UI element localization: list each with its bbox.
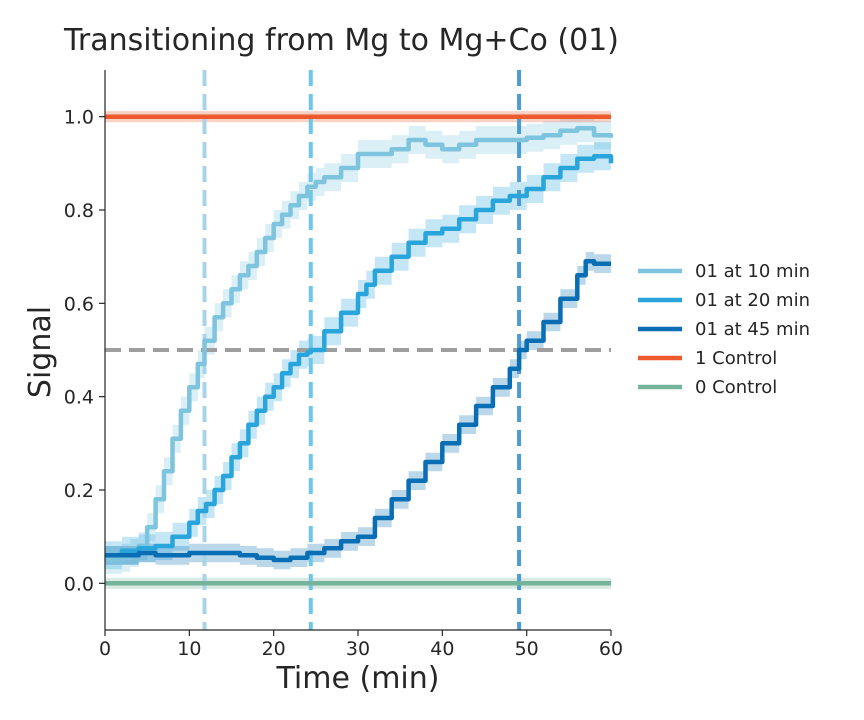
series-line-2	[105, 154, 614, 558]
x-tick-label: 0	[99, 638, 111, 660]
legend: 01 at 10 min 01 at 20 min 01 at 45 min 1 Co…	[638, 261, 810, 398]
x-tick-label: 40	[430, 638, 454, 660]
x-tick-label: 50	[515, 638, 539, 660]
x-tick-label: 30	[346, 638, 370, 660]
x-tick-label: 60	[599, 638, 623, 660]
band-series-2	[105, 142, 611, 570]
y-tick-label: 1.0	[64, 107, 94, 129]
y-tick-label: 0.8	[64, 200, 94, 222]
x-axis-label: Time (min)	[276, 661, 440, 696]
series-lines	[105, 114, 614, 586]
y-tick-label: 0.4	[64, 387, 94, 409]
legend-label-3: 01 at 45 min	[695, 319, 810, 340]
y-tick-label: 0.0	[64, 573, 94, 595]
y-tick-label: 0.2	[64, 480, 94, 502]
legend-label-5: 0 Control	[695, 377, 777, 398]
series-line-3	[105, 259, 611, 563]
y-ticks: 0.0 0.2 0.4 0.6 0.8 1.0	[64, 107, 105, 595]
chart-title: Transitioning from Mg to Mg+Co (01)	[63, 23, 619, 58]
legend-label-2: 01 at 20 min	[695, 290, 810, 311]
y-axis-label: Signal	[23, 306, 58, 398]
series-line-1	[105, 126, 614, 563]
x-ticks: 0 10 20 30 40 50 60	[99, 630, 623, 660]
legend-label-4: 1 Control	[695, 348, 777, 369]
x-tick-label: 20	[262, 638, 286, 660]
y-tick-label: 0.6	[64, 293, 94, 315]
legend-label-1: 01 at 10 min	[695, 261, 810, 282]
x-tick-label: 10	[177, 638, 201, 660]
